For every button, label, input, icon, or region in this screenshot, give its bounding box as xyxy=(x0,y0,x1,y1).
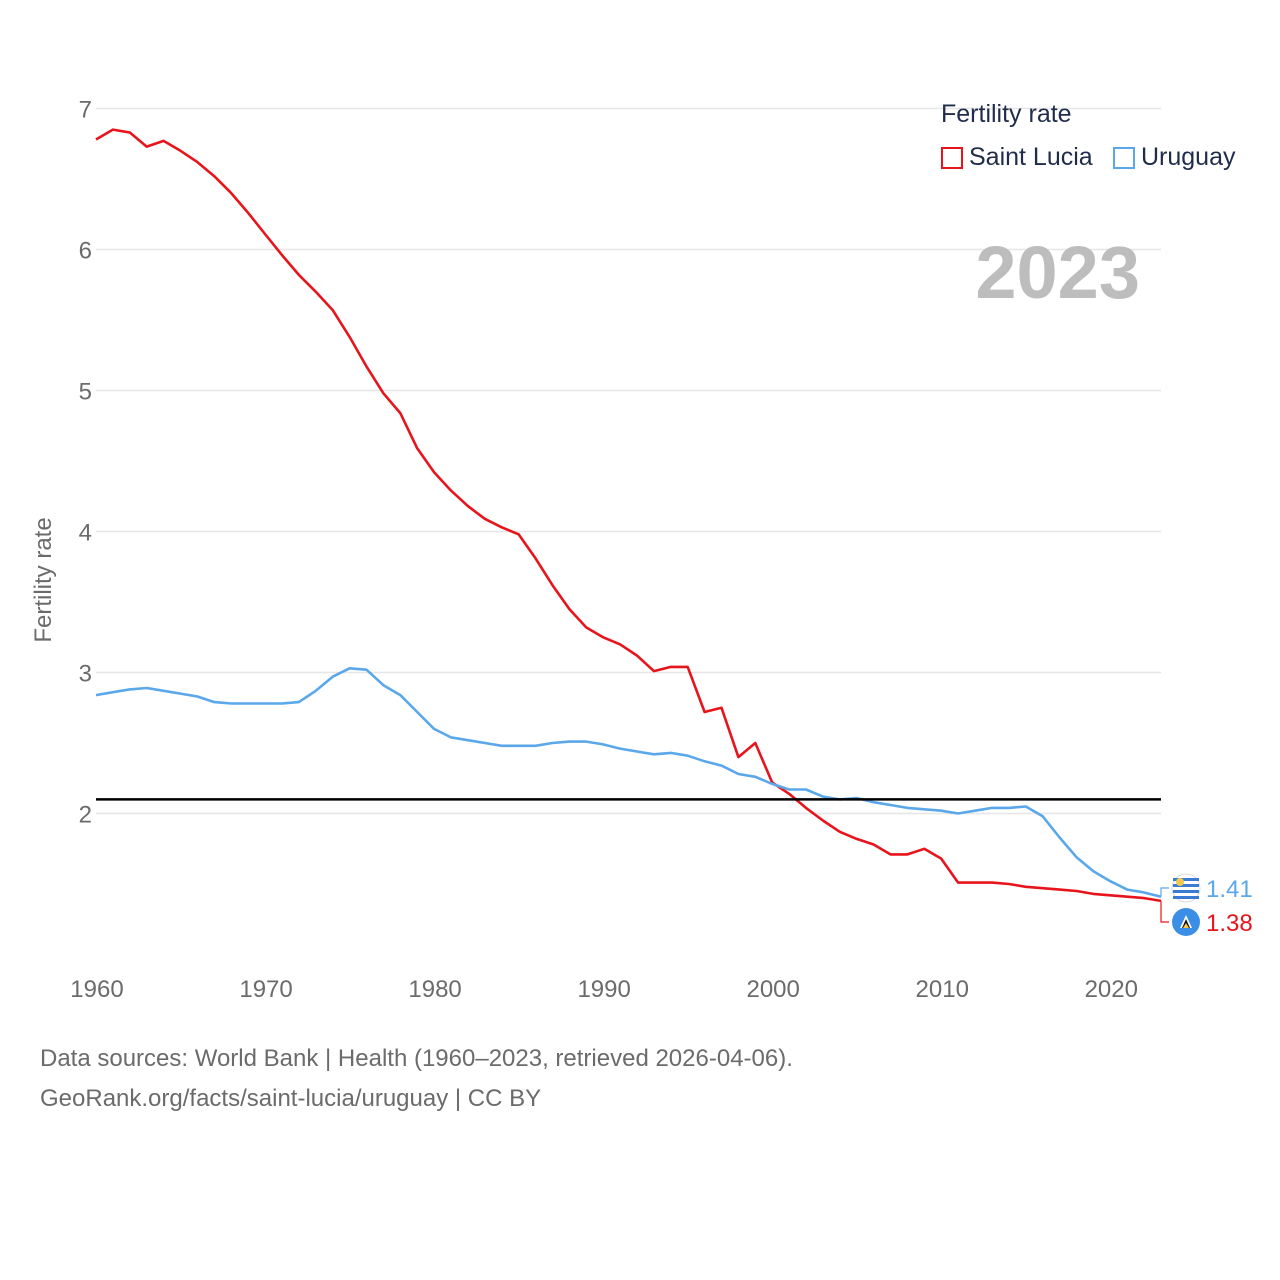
flag-stripe xyxy=(1173,890,1199,893)
flag-triangle-core xyxy=(1183,923,1189,928)
flag-uruguay xyxy=(1171,873,1201,903)
x-tick-label: 1980 xyxy=(408,976,461,1003)
end-label-saint-lucia: 1.38 xyxy=(1206,910,1253,937)
x-tick-label: 1960 xyxy=(70,976,123,1003)
x-tick-label: 1990 xyxy=(577,976,630,1003)
connector-uruguay xyxy=(1160,887,1169,897)
legend-item-saint-lucia[interactable]: Saint Lucia xyxy=(941,143,1093,172)
connector-saint-lucia xyxy=(1160,900,1169,923)
legend-label-uruguay: Uruguay xyxy=(1141,143,1236,171)
y-tick-label: 5 xyxy=(79,379,92,406)
flag-stripe xyxy=(1173,878,1199,881)
x-axis-ticks: 1960 1970 1980 1990 2000 2010 2020 xyxy=(70,976,1138,1003)
y-axis-ticks: 2 3 4 5 6 7 xyxy=(79,97,92,829)
y-axis-title: Fertility rate xyxy=(30,517,57,642)
year-label: 2023 xyxy=(975,231,1140,314)
y-tick-label: 6 xyxy=(79,238,92,265)
series-lines xyxy=(95,128,1162,903)
end-markers: 1.38 1.41 xyxy=(1160,873,1253,937)
flag-sun xyxy=(1176,878,1184,886)
y-tick-label: 4 xyxy=(79,520,92,547)
y-tick-label: 3 xyxy=(79,661,92,688)
source-line-1: Data sources: World Bank | Health (1960–… xyxy=(40,1045,793,1072)
legend-swatch-uruguay xyxy=(1113,146,1135,169)
x-tick-label: 1970 xyxy=(239,976,292,1003)
series-line-saint-lucia xyxy=(95,128,1162,903)
flag-saint-lucia xyxy=(1172,908,1200,936)
x-tick-label: 2010 xyxy=(916,976,969,1003)
y-tick-label: 7 xyxy=(79,97,92,124)
flag-stripe xyxy=(1173,896,1199,899)
source-line-2: GeoRank.org/facts/saint-lucia/uruguay | … xyxy=(40,1085,542,1112)
legend-item-uruguay[interactable]: Uruguay xyxy=(1113,143,1236,172)
legend-title: Fertility rate xyxy=(941,100,1072,128)
end-label-uruguay: 1.41 xyxy=(1206,876,1253,903)
series-line-uruguay xyxy=(95,666,1162,898)
grid-lines xyxy=(96,107,1161,815)
legend-label-saint-lucia: Saint Lucia xyxy=(969,143,1093,171)
x-tick-label: 2020 xyxy=(1085,976,1138,1003)
flag-stripe xyxy=(1173,884,1199,887)
legend-swatch-saint-lucia xyxy=(941,146,963,169)
x-tick-label: 2000 xyxy=(746,976,799,1003)
y-tick-label: 2 xyxy=(79,802,92,829)
